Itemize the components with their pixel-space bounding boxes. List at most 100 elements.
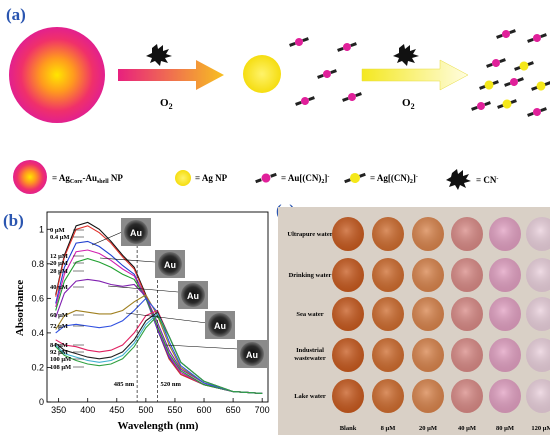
concentration-label: 108 μM — [50, 364, 71, 371]
concentration-label: 12 μM — [50, 253, 68, 260]
row-label-line: Sea water — [296, 311, 323, 318]
concentration-label: 28 μM — [50, 268, 68, 275]
y-tick-label: 0.6 — [31, 293, 44, 303]
legend-cn-icon — [446, 169, 471, 190]
sample-well-sheen — [489, 217, 521, 251]
sample-well-sheen — [451, 217, 483, 251]
ag-cn-ion — [497, 99, 517, 109]
sample-well-sheen — [526, 217, 550, 251]
column-label: Blank — [340, 425, 357, 432]
sample-well-sheen — [332, 258, 364, 292]
ag-nanoparticle — [243, 55, 281, 93]
legend-au-cn-label: = Au[(CN)2]- — [281, 173, 329, 185]
tem-image: Au — [178, 281, 208, 309]
cn-ion-icon — [393, 44, 419, 66]
concentration-label: 60 μM — [50, 312, 68, 319]
legend-ag-np-swatch — [175, 170, 191, 186]
tem-image: Au — [237, 340, 267, 368]
row-label: Ultrapure water — [287, 231, 332, 238]
column-label: 80 μM — [496, 425, 514, 432]
sample-well-sheen — [489, 338, 521, 372]
legend-cn-label: = CN- — [476, 175, 498, 185]
sample-well-sheen — [412, 258, 444, 292]
well-grid: Ultrapure water Drinking water Sea water In… — [287, 217, 550, 432]
au-cn-ion — [317, 69, 337, 79]
sample-well-sheen — [332, 379, 364, 413]
sample-well-sheen — [372, 258, 404, 292]
x-axis-title: Wavelength (nm) — [118, 420, 199, 432]
row-label-line: wastewater — [294, 355, 326, 362]
tem-image: Au — [205, 311, 235, 339]
sample-well-sheen — [451, 258, 483, 292]
core-shell-nanoparticle — [9, 27, 105, 123]
concentration-label: 40 μM — [50, 284, 68, 291]
legend-core-shell-swatch — [13, 160, 47, 194]
cn-ion-icon — [146, 44, 172, 66]
marker-485-label: 485 nm — [114, 381, 135, 388]
au-cn-ion — [504, 77, 524, 87]
sample-well-sheen — [412, 297, 444, 331]
panel-b: (b) 350 400 450 500 550 600 650 700 0 0.2 0.4 0.6 0.… — [3, 211, 270, 432]
au-cn-ion — [496, 29, 516, 39]
spectrum-line — [55, 258, 263, 394]
y-tick-label: 1 — [39, 224, 44, 234]
x-tick-label: 550 — [167, 405, 182, 415]
panel-b-tag: (b) — [3, 211, 24, 230]
x-tick-label: 700 — [255, 405, 270, 415]
panel-a: (a) O2 O2 — [6, 5, 550, 194]
column-label: 120 μM — [531, 425, 550, 432]
au-cn-ion — [289, 37, 309, 47]
row-label-line: Ultrapure water — [287, 231, 332, 238]
x-tick-label: 600 — [197, 405, 212, 415]
column-label: 40 μM — [458, 425, 476, 432]
ag-cn-ion — [531, 81, 550, 91]
concentration-label: 0 μM — [50, 227, 65, 234]
concentration-label: 72 μM — [50, 323, 68, 330]
au-cn-ion — [342, 92, 362, 102]
y-tick-label: 0.4 — [31, 328, 44, 338]
legend-core-shell-label: = AgCore-Aushell NP — [52, 173, 123, 185]
y-tick-label: 0.8 — [31, 259, 44, 269]
concentration-label: 20 μM — [50, 260, 68, 267]
row-label: Lake water — [294, 393, 326, 400]
au-cn-ion — [337, 42, 357, 52]
concentration-label: 100 μM — [50, 356, 71, 363]
marker-520-label: 520 nm — [161, 381, 182, 388]
svg-text:Au: Au — [187, 291, 199, 301]
concentration-label: 92 μM — [50, 349, 68, 356]
sample-well-sheen — [412, 379, 444, 413]
row-label-line: Lake water — [294, 393, 326, 400]
svg-text:Au: Au — [164, 260, 176, 270]
legend-au-cn-swatch — [255, 172, 277, 184]
column-label: 20 μM — [419, 425, 437, 432]
sample-well-sheen — [332, 297, 364, 331]
sample-well-sheen — [332, 217, 364, 251]
au-cn-ions-group — [289, 37, 362, 106]
row-label-line: Drinking water — [289, 272, 332, 279]
au-cn-ion — [471, 101, 491, 111]
oxidation-arrow-2 — [361, 59, 469, 91]
x-tick-label: 650 — [226, 405, 241, 415]
ag-cn-ion — [514, 61, 534, 71]
sample-well-sheen — [412, 338, 444, 372]
arrow-2-label: O2 — [402, 97, 415, 111]
sample-well-sheen — [489, 258, 521, 292]
ag-cn-ion — [479, 80, 499, 90]
sample-well-sheen — [526, 297, 550, 331]
sample-well-sheen — [526, 338, 550, 372]
legend: = AgCore-Aushell NP = Ag NP = Au[(CN)2]-… — [13, 160, 498, 194]
y-axis-title: Absorbance — [14, 280, 26, 336]
au-cn-ion — [486, 58, 506, 68]
column-label: 8 μM — [381, 425, 396, 432]
svg-text:Au: Au — [214, 321, 226, 331]
sample-well-sheen — [489, 297, 521, 331]
sample-well-sheen — [372, 338, 404, 372]
row-label-line: Industrial — [296, 347, 324, 354]
x-tick-label: 450 — [109, 405, 124, 415]
legend-ag-np-label: = Ag NP — [195, 173, 228, 183]
tem-image: Au — [155, 250, 185, 278]
sample-well-sheen — [451, 379, 483, 413]
tem-insets: Au Au Au Au Au — [91, 218, 267, 368]
